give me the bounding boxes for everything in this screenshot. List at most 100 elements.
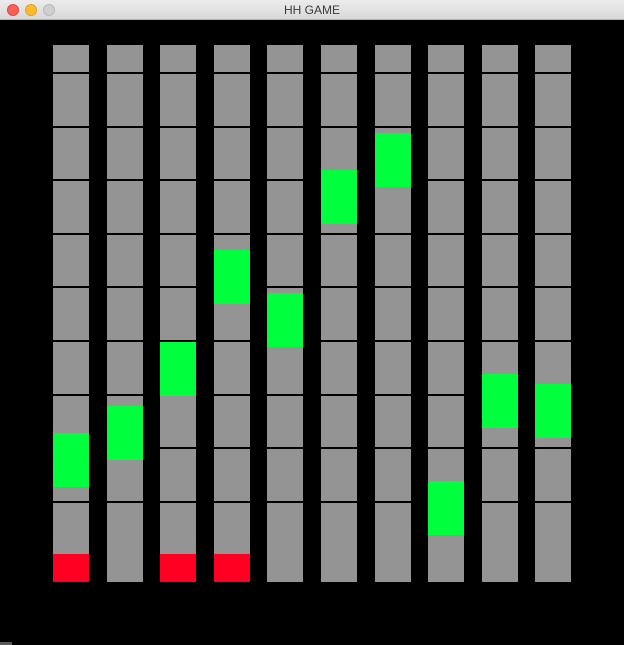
lane-divider bbox=[482, 126, 518, 128]
lane-7[interactable] bbox=[375, 45, 411, 582]
falling-note bbox=[267, 293, 303, 347]
lane-divider bbox=[214, 72, 250, 74]
lane-divider bbox=[160, 179, 196, 181]
lane-10[interactable] bbox=[535, 45, 571, 582]
lane-divider bbox=[160, 233, 196, 235]
lane-divider bbox=[107, 72, 143, 74]
hit-target-active[interactable] bbox=[214, 554, 250, 582]
lane-3[interactable] bbox=[160, 45, 196, 582]
lane-divider bbox=[214, 447, 250, 449]
lane-divider bbox=[53, 501, 89, 503]
lane-divider bbox=[53, 340, 89, 342]
lane-divider bbox=[428, 179, 464, 181]
lane-divider bbox=[107, 340, 143, 342]
lane-divider bbox=[214, 126, 250, 128]
lane-divider bbox=[375, 233, 411, 235]
window-title: HH GAME bbox=[283, 3, 340, 17]
lane-divider bbox=[482, 286, 518, 288]
hit-target[interactable] bbox=[428, 554, 464, 582]
hit-target[interactable] bbox=[107, 554, 143, 582]
lane-divider bbox=[214, 501, 250, 503]
lane-divider bbox=[428, 72, 464, 74]
lane-divider bbox=[321, 286, 357, 288]
hit-target-active[interactable] bbox=[53, 554, 89, 582]
lane-divider bbox=[535, 501, 571, 503]
falling-note bbox=[160, 342, 196, 396]
lane-divider bbox=[267, 233, 303, 235]
lane-divider bbox=[482, 501, 518, 503]
lane-8[interactable] bbox=[428, 45, 464, 582]
lane-divider bbox=[53, 233, 89, 235]
falling-note bbox=[375, 133, 411, 187]
lane-divider bbox=[535, 447, 571, 449]
minimize-window-button[interactable] bbox=[25, 4, 37, 16]
lane-divider bbox=[428, 126, 464, 128]
lane-divider bbox=[321, 447, 357, 449]
hit-target[interactable] bbox=[267, 554, 303, 582]
close-window-button[interactable] bbox=[7, 4, 19, 16]
lane-divider bbox=[214, 340, 250, 342]
hit-target-active[interactable] bbox=[160, 554, 196, 582]
lane-divider bbox=[482, 179, 518, 181]
lane-divider bbox=[321, 340, 357, 342]
lane-divider bbox=[214, 233, 250, 235]
lane-divider bbox=[375, 501, 411, 503]
lane-divider bbox=[482, 233, 518, 235]
lane-divider bbox=[482, 447, 518, 449]
lane-divider bbox=[375, 340, 411, 342]
lane-divider bbox=[375, 394, 411, 396]
title-bar: HH GAME bbox=[0, 0, 624, 20]
lane-divider bbox=[107, 126, 143, 128]
lane-1[interactable] bbox=[53, 45, 89, 582]
lane-divider bbox=[428, 233, 464, 235]
lane-divider bbox=[267, 394, 303, 396]
falling-note bbox=[428, 481, 464, 535]
lane-divider bbox=[267, 72, 303, 74]
lane-divider bbox=[267, 286, 303, 288]
lane-divider bbox=[267, 126, 303, 128]
lane-divider bbox=[53, 72, 89, 74]
lane-4[interactable] bbox=[214, 45, 250, 582]
lane-divider bbox=[535, 233, 571, 235]
lane-divider bbox=[375, 286, 411, 288]
lane-divider bbox=[160, 126, 196, 128]
lane-divider bbox=[267, 501, 303, 503]
hit-target[interactable] bbox=[482, 554, 518, 582]
falling-note bbox=[482, 374, 518, 428]
lane-divider bbox=[160, 340, 196, 342]
lane-divider bbox=[107, 179, 143, 181]
lane-divider bbox=[107, 233, 143, 235]
falling-note bbox=[214, 250, 250, 304]
lane-divider bbox=[428, 394, 464, 396]
lane-divider bbox=[321, 501, 357, 503]
lane-divider bbox=[267, 179, 303, 181]
lane-divider bbox=[375, 447, 411, 449]
lane-6[interactable] bbox=[321, 45, 357, 582]
lane-5[interactable] bbox=[267, 45, 303, 582]
hit-target[interactable] bbox=[375, 554, 411, 582]
falling-note bbox=[107, 406, 143, 460]
falling-note bbox=[321, 170, 357, 224]
lane-divider bbox=[535, 179, 571, 181]
lane-divider bbox=[535, 286, 571, 288]
lane-divider bbox=[267, 447, 303, 449]
lane-divider bbox=[428, 286, 464, 288]
lane-divider bbox=[482, 340, 518, 342]
lane-divider bbox=[535, 340, 571, 342]
lane-divider bbox=[53, 286, 89, 288]
lane-divider bbox=[321, 233, 357, 235]
lane-divider bbox=[321, 72, 357, 74]
lane-divider bbox=[214, 179, 250, 181]
zoom-window-button[interactable] bbox=[43, 4, 55, 16]
lane-divider bbox=[53, 179, 89, 181]
lane-9[interactable] bbox=[482, 45, 518, 582]
lane-divider bbox=[214, 394, 250, 396]
lane-divider bbox=[321, 394, 357, 396]
game-board[interactable] bbox=[0, 20, 624, 645]
hit-target[interactable] bbox=[535, 554, 571, 582]
hit-target[interactable] bbox=[321, 554, 357, 582]
lane-divider bbox=[107, 286, 143, 288]
lane-2[interactable] bbox=[107, 45, 143, 582]
lane-divider bbox=[160, 286, 196, 288]
